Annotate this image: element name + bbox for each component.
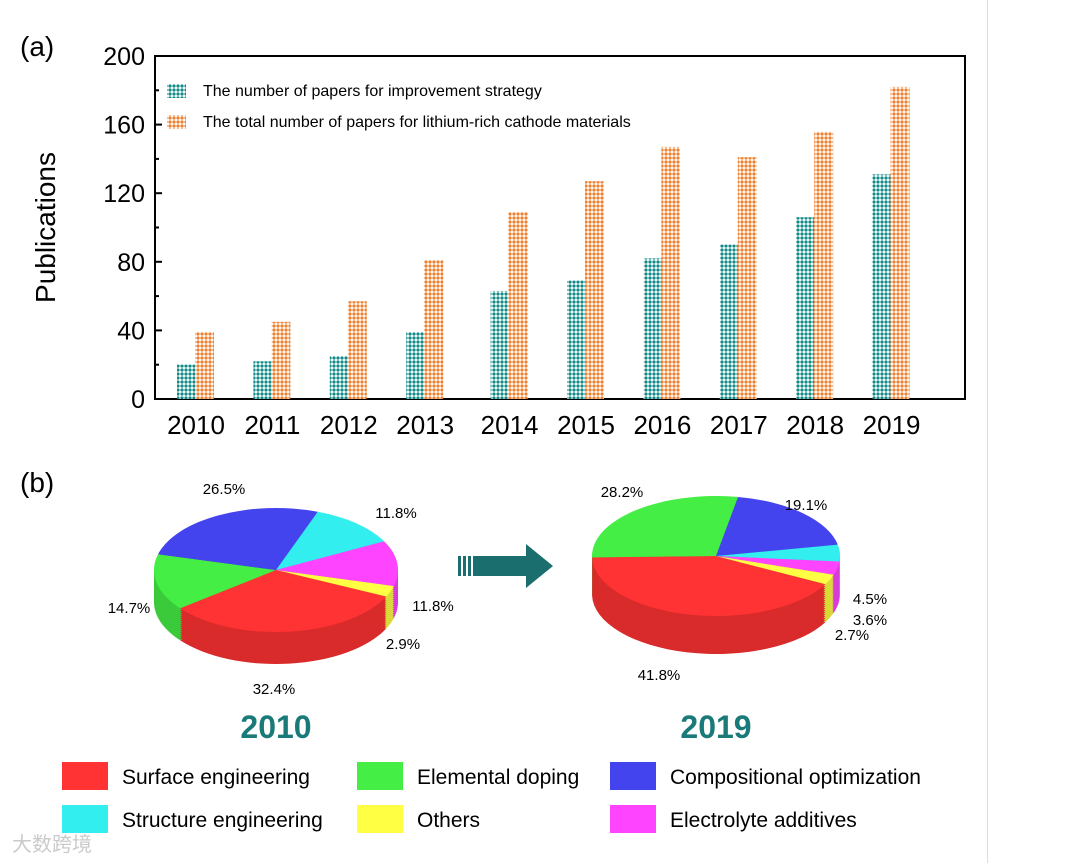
pie-data-label: 41.8% — [638, 667, 681, 684]
x-tick-label: 2011 — [244, 410, 300, 440]
watermark: 大数跨境 — [12, 832, 92, 856]
y-tick-label: 80 — [117, 249, 145, 277]
pie-data-label: 2.7% — [835, 627, 869, 644]
pie-slice-surface-engineering — [180, 570, 387, 632]
pie-legend: Surface engineering Elemental doping Compo… — [62, 762, 921, 833]
bar-improvement-2017 — [719, 244, 738, 399]
bar-total-2010 — [195, 332, 214, 399]
bar-improvement-2012 — [329, 356, 348, 399]
bar-improvement-2018 — [796, 217, 815, 399]
legend-swatch-compositional-optimization — [610, 762, 656, 790]
bar-total-2014 — [508, 212, 528, 399]
bar-total-2018 — [814, 131, 834, 399]
pie-data-label: 11.8% — [412, 598, 453, 615]
x-tick-label: 2014 — [481, 410, 539, 440]
bar-total-2017 — [737, 157, 757, 399]
bar-improvement-2010 — [177, 364, 195, 399]
bar-chart: 0 40 80 120 160 200 Publications 2010 2011 2012 20… — [30, 43, 966, 440]
pie-data-label: 2.9% — [386, 636, 420, 653]
x-tick-label: 2010 — [167, 410, 225, 440]
pie-charts: 2.9% 32.4% 14.7% 26.5% 11.8% 11.8% 2010 41.8% 28… — [108, 481, 887, 745]
x-tick-label: 2017 — [710, 410, 768, 440]
page-border — [987, 0, 988, 863]
x-tick-label: 2016 — [633, 410, 691, 440]
bar-improvement-2019 — [872, 174, 891, 399]
pie-data-label: 11.8% — [375, 505, 416, 522]
pie-2019: 41.8% 28.2% 19.1% 4.5% 3.6%2.7% 2019 — [591, 484, 887, 745]
pie-slice-compositional-optimization — [158, 508, 318, 570]
pie-slice-others — [716, 556, 834, 585]
pie-data-label: 19.1% — [785, 497, 828, 514]
x-tick-label: 2015 — [557, 410, 615, 440]
pie-slice-elemental-doping — [154, 554, 276, 609]
pie-slice-structure-engineering — [276, 511, 385, 570]
legend-label: Electrolyte additives — [670, 809, 857, 832]
y-axis-label: Publications — [30, 152, 61, 303]
pie-year-title: 2010 — [240, 709, 311, 745]
legend-swatch-electrolyte-additives — [610, 805, 656, 833]
legend-swatch — [167, 84, 186, 98]
y-tick-label: 120 — [103, 180, 145, 208]
x-tick-label: 2012 — [320, 410, 378, 440]
legend-swatch — [167, 115, 186, 129]
panel-label-a: (a) — [20, 31, 54, 62]
pie-slice-surface-engineering — [592, 556, 826, 616]
bar-total-2012 — [347, 301, 367, 399]
bar-improvement-2015 — [567, 280, 585, 399]
bar-total-2015 — [585, 181, 604, 399]
pie-data-label: 4.5% — [853, 591, 887, 608]
legend-label: Surface engineering — [122, 766, 310, 789]
y-tick-label: 0 — [131, 386, 145, 414]
legend-label: The number of papers for improvement str… — [203, 83, 542, 100]
pie-year-title: 2019 — [680, 709, 751, 745]
y-tick-label: 200 — [103, 43, 145, 71]
bar-improvement-2014 — [490, 290, 509, 399]
pie-slice-others — [276, 570, 394, 597]
legend-swatch-structure-engineering — [62, 805, 108, 833]
pie-data-label: 14.7% — [108, 600, 151, 617]
pie-slice-electrolyte-additives — [276, 541, 399, 586]
pie-data-label: 32.4% — [253, 681, 296, 698]
pie-data-label: 3.6% — [853, 612, 887, 629]
pie-2010: 2.9% 32.4% 14.7% 26.5% 11.8% 11.8% 2010 — [108, 481, 454, 745]
pie-data-label: 26.5% — [203, 481, 246, 498]
legend-swatch-others — [357, 805, 403, 833]
legend-label: The total number of papers for lithium-r… — [203, 114, 631, 131]
bar-total-2019 — [890, 86, 910, 400]
arrow-icon — [458, 544, 553, 588]
pie-slice-compositional-optimization — [716, 496, 838, 556]
bar-improvement-2016 — [643, 258, 662, 399]
x-tick-label: 2019 — [863, 410, 921, 440]
legend-label: Others — [417, 809, 480, 832]
pie-slice-electrolyte-additives — [716, 556, 840, 575]
bar-total-2013 — [424, 260, 444, 399]
bar-improvement-2013 — [406, 332, 425, 399]
legend-swatch-elemental-doping — [357, 762, 403, 790]
pie-data-label: 28.2% — [601, 484, 644, 501]
x-tick-label: 2018 — [786, 410, 844, 440]
y-tick-label: 160 — [103, 112, 145, 140]
bar-total-2016 — [661, 146, 681, 399]
legend-label: Elemental doping — [417, 766, 579, 789]
x-tick-label: 2013 — [396, 410, 454, 440]
pie-slice-structure-engineering — [716, 544, 840, 562]
legend-label: Compositional optimization — [670, 766, 921, 789]
y-tick-label: 40 — [117, 317, 145, 345]
panel-label-b: (b) — [20, 467, 54, 498]
pie-slice-elemental-doping — [592, 495, 739, 558]
legend-swatch-surface-engineering — [62, 762, 108, 790]
legend-label: Structure engineering — [122, 809, 323, 832]
bar-total-2011 — [271, 321, 291, 399]
bar-improvement-2011 — [253, 361, 272, 399]
